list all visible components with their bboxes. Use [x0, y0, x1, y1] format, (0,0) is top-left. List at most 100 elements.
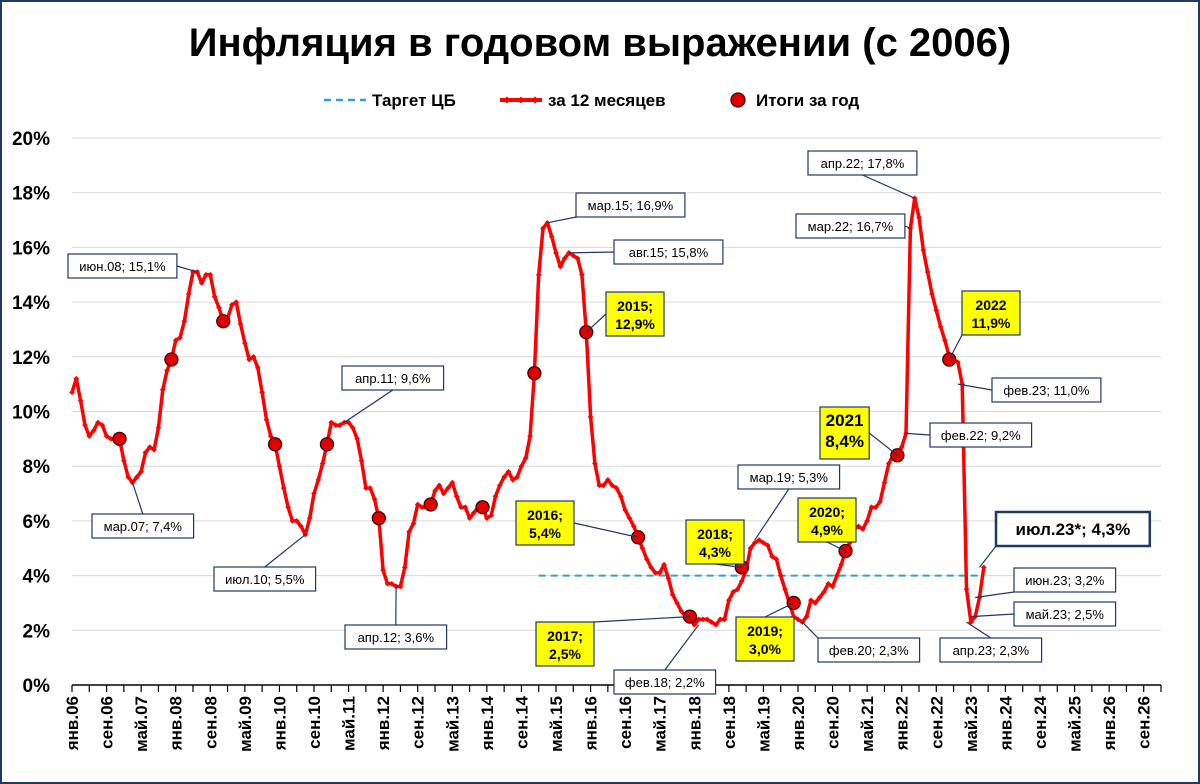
series-12m-point [458, 504, 464, 511]
series-12m-point [795, 616, 801, 623]
series-12m-point [678, 608, 685, 614]
series-12m-point [574, 255, 581, 262]
annotation-label: 2022 [975, 297, 1006, 313]
x-tick-label: янв.08 [167, 696, 186, 751]
annotation-leader [979, 545, 997, 568]
series-12m-point [920, 247, 927, 253]
series-12m-point [103, 433, 110, 439]
series-12m-point [332, 422, 339, 429]
annotation-label: апр.12; 3,6% [358, 630, 435, 645]
series-12m-point [548, 233, 555, 240]
series-12m-point [980, 564, 987, 571]
series-12m-point [86, 433, 93, 439]
series-12m-point [803, 613, 810, 620]
y-tick-label: 20% [12, 129, 50, 150]
annotation-label: июл.23*; 4,3% [1016, 520, 1131, 539]
series-12m-point [263, 416, 270, 423]
annotation-box [575, 192, 686, 218]
series-12m-point [125, 474, 132, 480]
series-12m-point [605, 477, 611, 483]
series-12m-point [834, 572, 840, 579]
annotation-label: 4,3% [699, 544, 731, 560]
annotation-leader [264, 534, 306, 568]
series-12m-point [488, 512, 495, 519]
annual-point [164, 352, 179, 367]
x-tick-label: май.19 [754, 696, 773, 752]
series-12m-point [164, 367, 170, 374]
annotation-box [797, 497, 857, 543]
series-12m-point [557, 263, 564, 270]
x-tick-label: янв.26 [1100, 696, 1119, 751]
y-tick-label: 0% [23, 676, 51, 697]
x-tick-label: янв.24 [996, 695, 1015, 751]
series-12m-point [492, 493, 499, 500]
annotation-box [535, 621, 595, 667]
x-tick-label: май.15 [547, 696, 566, 752]
annotation-label: апр.22; 17,8% [821, 156, 905, 171]
annotation-box [1013, 567, 1117, 593]
series-12m-point [414, 501, 421, 508]
annotation-box [961, 290, 1021, 336]
annotation-box [213, 566, 317, 592]
annual-point [319, 437, 335, 452]
series-12m-point [859, 526, 866, 532]
y-tick-label: 10% [12, 403, 50, 424]
series-12m-point [289, 518, 296, 524]
series-12m-point [872, 504, 879, 511]
series-12m-point [717, 616, 724, 623]
annotation-box [613, 669, 717, 695]
annotation-box [939, 637, 1043, 663]
legend-12m-marker [517, 96, 525, 104]
x-tick-label: май.11 [340, 696, 359, 751]
x-tick-label: май.09 [236, 696, 255, 752]
series-12m-point [445, 485, 451, 491]
annotation-label: фев.22; 9,2% [941, 428, 1021, 443]
series-12m-point [868, 504, 875, 511]
legend-12m-label: за 12 месяцев [548, 91, 666, 110]
series-12m-point [315, 477, 322, 483]
annotation-label: 12,9% [615, 316, 655, 332]
annotation-label: 3,0% [749, 641, 781, 657]
series-12m-point [613, 485, 620, 491]
annotation-leader [664, 624, 700, 671]
annotation-box [344, 624, 448, 650]
annual-point [527, 366, 542, 381]
x-tick-label: сен.26 [1135, 696, 1154, 749]
series-12m-point [203, 271, 209, 278]
series-12m-point [267, 433, 274, 439]
annotation-leader [573, 522, 639, 538]
annotation-label: 2016; [527, 507, 563, 523]
annotation-label: 11,9% [972, 315, 1011, 331]
series-12m-point [99, 422, 106, 429]
x-tick-label: янв.14 [478, 695, 497, 751]
series-12m-point [159, 386, 166, 393]
series-12m-point [363, 485, 369, 491]
series-12m-point [751, 539, 758, 546]
annual-point [423, 497, 438, 512]
series-12m-point [570, 252, 577, 259]
series-12m-point [259, 389, 265, 396]
annotation-leader [568, 251, 615, 254]
series-12m-point [471, 509, 477, 516]
series-12m-point [652, 570, 659, 576]
series-12m-point [151, 446, 157, 453]
annotation-leader [957, 383, 993, 391]
annotation-leader [904, 225, 911, 229]
annotation-label: мар.15; 16,9% [588, 198, 674, 213]
series-12m-point [207, 271, 214, 278]
annotation-leader [966, 621, 992, 639]
series-12m-point [462, 504, 469, 511]
series-12m-point [700, 616, 706, 623]
y-tick-label: 4% [23, 567, 51, 588]
series-12m-point [553, 250, 559, 256]
series-12m-point [665, 575, 672, 582]
x-tick-label: сен.08 [201, 696, 220, 749]
series-12m-point [350, 425, 356, 431]
series-12m-point [172, 337, 179, 344]
series-12m-point [69, 389, 75, 396]
series-12m-point [384, 580, 391, 587]
annotation-leader [862, 174, 915, 199]
annotation-leader [547, 216, 577, 224]
series-12m-point [233, 299, 240, 305]
series-12m-point [734, 586, 741, 593]
